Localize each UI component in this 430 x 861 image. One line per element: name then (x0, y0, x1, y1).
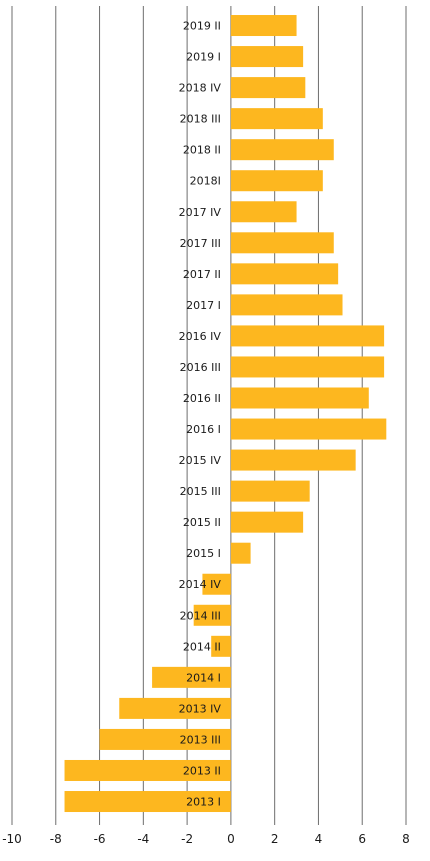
x-tick-label-6: 2 (271, 832, 279, 846)
x-tick-label-5: 0 (227, 832, 235, 846)
bar-4 (230, 139, 334, 161)
bars (64, 15, 387, 813)
bar-7 (230, 232, 334, 254)
category-labels: 2019 II 2019 I 2018 IV 2018 III 2018 II 2018I… (179, 20, 222, 809)
category-label-2: 2018 IV (179, 82, 222, 95)
category-label-22: 2013 IV (179, 702, 222, 715)
bar-1 (230, 46, 304, 68)
category-label-13: 2016 I (186, 423, 221, 436)
category-label-3: 2018 III (180, 113, 221, 126)
x-tick-label-8: 6 (358, 832, 366, 846)
bar-9 (230, 294, 343, 316)
category-label-24: 2013 II (183, 764, 221, 777)
category-label-25: 2013 I (186, 796, 221, 809)
category-label-6: 2017 IV (179, 206, 222, 219)
bar-20 (211, 635, 231, 657)
category-label-0: 2019 II (183, 20, 221, 33)
bar-13 (230, 418, 387, 440)
bar-0 (230, 15, 297, 37)
category-label-17: 2015 I (186, 547, 221, 560)
bar-10 (230, 325, 385, 347)
category-label-21: 2014 I (186, 671, 221, 684)
category-label-23: 2013 III (180, 733, 221, 746)
bar-24 (64, 759, 231, 781)
x-axis-tick-labels: -10 -8 -6 -4 -2 0 2 4 6 8 (2, 832, 410, 846)
x-tick-label-7: 4 (315, 832, 323, 846)
category-label-4: 2018 II (183, 144, 221, 157)
category-label-1: 2019 I (186, 51, 221, 64)
x-tick-label-4: -2 (181, 832, 193, 846)
x-tick-label-9: 8 (402, 832, 410, 846)
bar-2 (230, 77, 306, 99)
bar-25 (64, 791, 231, 813)
bar-16 (230, 511, 304, 533)
category-label-5: 2018I (190, 175, 221, 188)
category-label-9: 2017 I (186, 299, 221, 312)
bar-17 (230, 542, 251, 564)
x-tick-label-3: -4 (137, 832, 149, 846)
category-label-18: 2014 IV (179, 578, 222, 591)
bar-6 (230, 201, 297, 223)
category-label-7: 2017 III (180, 237, 221, 250)
bar-18 (202, 573, 231, 595)
bar-15 (230, 480, 310, 502)
x-tick-label-1: -8 (50, 832, 62, 846)
category-label-20: 2014 II (183, 640, 221, 653)
category-label-12: 2016 II (183, 392, 221, 405)
bar-19 (193, 604, 231, 626)
category-label-14: 2015 IV (179, 454, 222, 467)
category-label-8: 2017 II (183, 268, 221, 281)
bar-14 (230, 449, 356, 471)
bar-12 (230, 387, 369, 409)
bar-11 (230, 356, 385, 378)
bar-5 (230, 170, 323, 192)
bar-22 (119, 697, 231, 719)
category-label-10: 2016 IV (179, 330, 222, 343)
x-tick-label-2: -6 (94, 832, 106, 846)
bar-8 (230, 263, 339, 285)
category-label-19: 2014 III (180, 609, 221, 622)
category-label-15: 2015 III (180, 485, 221, 498)
bar-23 (99, 728, 231, 750)
category-label-11: 2016 III (180, 361, 221, 374)
category-label-16: 2015 II (183, 516, 221, 529)
bar-3 (230, 108, 323, 130)
bar-21 (152, 666, 231, 688)
x-tick-label-0: -10 (2, 832, 22, 846)
